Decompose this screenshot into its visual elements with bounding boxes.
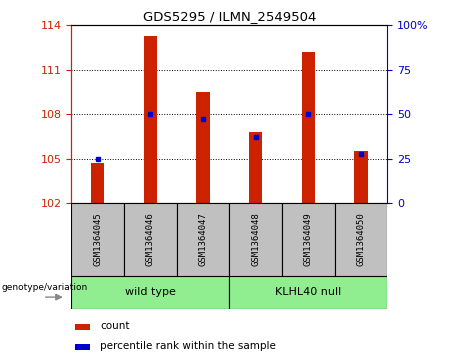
Bar	[124, 203, 177, 276]
Text: GSM1364049: GSM1364049	[304, 213, 313, 266]
Text: count: count	[100, 321, 130, 331]
Bar	[91, 163, 104, 203]
Bar	[177, 203, 229, 276]
Bar	[229, 203, 282, 276]
Text: GSM1364048: GSM1364048	[251, 213, 260, 266]
Text: genotype/variation: genotype/variation	[1, 283, 88, 292]
Bar	[301, 52, 315, 203]
Bar	[196, 92, 210, 203]
Text: GSM1364050: GSM1364050	[356, 213, 366, 266]
Title: GDS5295 / ILMN_2549504: GDS5295 / ILMN_2549504	[142, 10, 316, 23]
Bar	[75, 324, 90, 330]
Text: wild type: wild type	[125, 287, 176, 297]
Text: GSM1364047: GSM1364047	[199, 213, 207, 266]
Bar	[249, 132, 262, 203]
Bar	[144, 36, 157, 203]
Text: GSM1364046: GSM1364046	[146, 213, 155, 266]
Bar	[229, 276, 387, 309]
Bar	[71, 276, 229, 309]
Bar	[355, 151, 367, 203]
Bar	[71, 203, 124, 276]
Bar	[335, 203, 387, 276]
Bar	[282, 203, 335, 276]
Text: KLHL40 null: KLHL40 null	[275, 287, 342, 297]
Text: GSM1364045: GSM1364045	[93, 213, 102, 266]
Text: percentile rank within the sample: percentile rank within the sample	[100, 341, 276, 351]
Bar	[75, 344, 90, 350]
